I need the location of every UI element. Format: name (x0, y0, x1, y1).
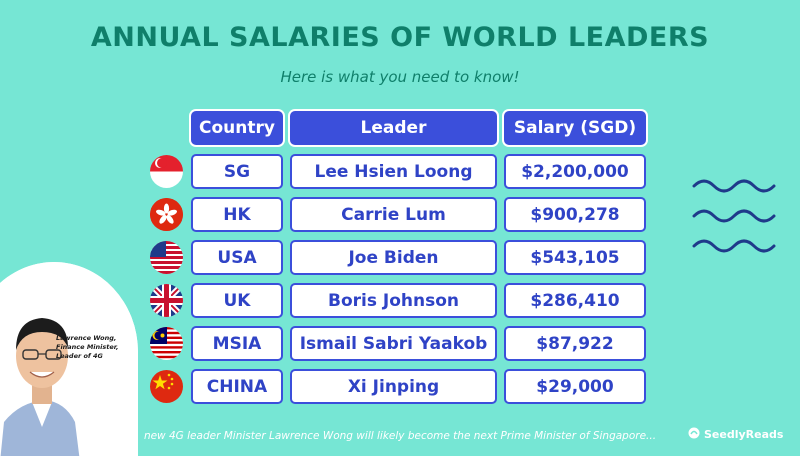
table-row-salary: $29,000 (504, 369, 646, 404)
table-row-country: UK (191, 283, 283, 318)
page-title: ANNUAL SALARIES OF WORLD LEADERS (90, 22, 710, 53)
table-row-salary: $87,922 (504, 326, 646, 361)
uk-flag-icon (150, 284, 183, 317)
table-row-salary: $2,200,000 (504, 154, 646, 189)
table-row-leader: Lee Hsien Loong (290, 154, 497, 189)
usa-flag-icon (150, 241, 183, 274)
page-subtitle: Here is what you need to know! (280, 68, 520, 86)
table-row-leader: Carrie Lum (290, 197, 497, 232)
table-row-country: HK (191, 197, 283, 232)
wave-decoration-icon (692, 176, 782, 260)
column-header-salary: Salary (SGD) (504, 111, 646, 145)
column-header-country: Country (191, 111, 283, 145)
table-row-country: USA (191, 240, 283, 275)
hong-kong-flag-icon (150, 198, 183, 231)
malaysia-flag-icon (150, 327, 183, 360)
table-row-leader: Joe Biden (290, 240, 497, 275)
table-row-leader: Xi Jinping (290, 369, 497, 404)
table-row-salary: $900,278 (504, 197, 646, 232)
table-row-salary: $543,105 (504, 240, 646, 275)
column-header-leader: Leader (290, 111, 497, 145)
table-row-salary: $286,410 (504, 283, 646, 318)
singapore-flag-icon (150, 155, 183, 188)
footer-note: new 4G leader Minister Lawrence Wong wil… (143, 430, 657, 442)
photo-caption: Lawrence Wong, Finance Minister, Leader … (56, 334, 119, 360)
portrait-photo (0, 262, 138, 456)
brand-name: SeedlyReads (704, 428, 784, 441)
table-row-country: CHINA (191, 369, 283, 404)
table-row-country: SG (191, 154, 283, 189)
brand-logo: SeedlyReads (688, 427, 783, 442)
table-row-leader: Ismail Sabri Yaakob (290, 326, 497, 361)
table-row-country: MSIA (191, 326, 283, 361)
china-flag-icon (150, 370, 183, 403)
table-row-leader: Boris Johnson (290, 283, 497, 318)
seedly-logo-icon (688, 427, 700, 442)
